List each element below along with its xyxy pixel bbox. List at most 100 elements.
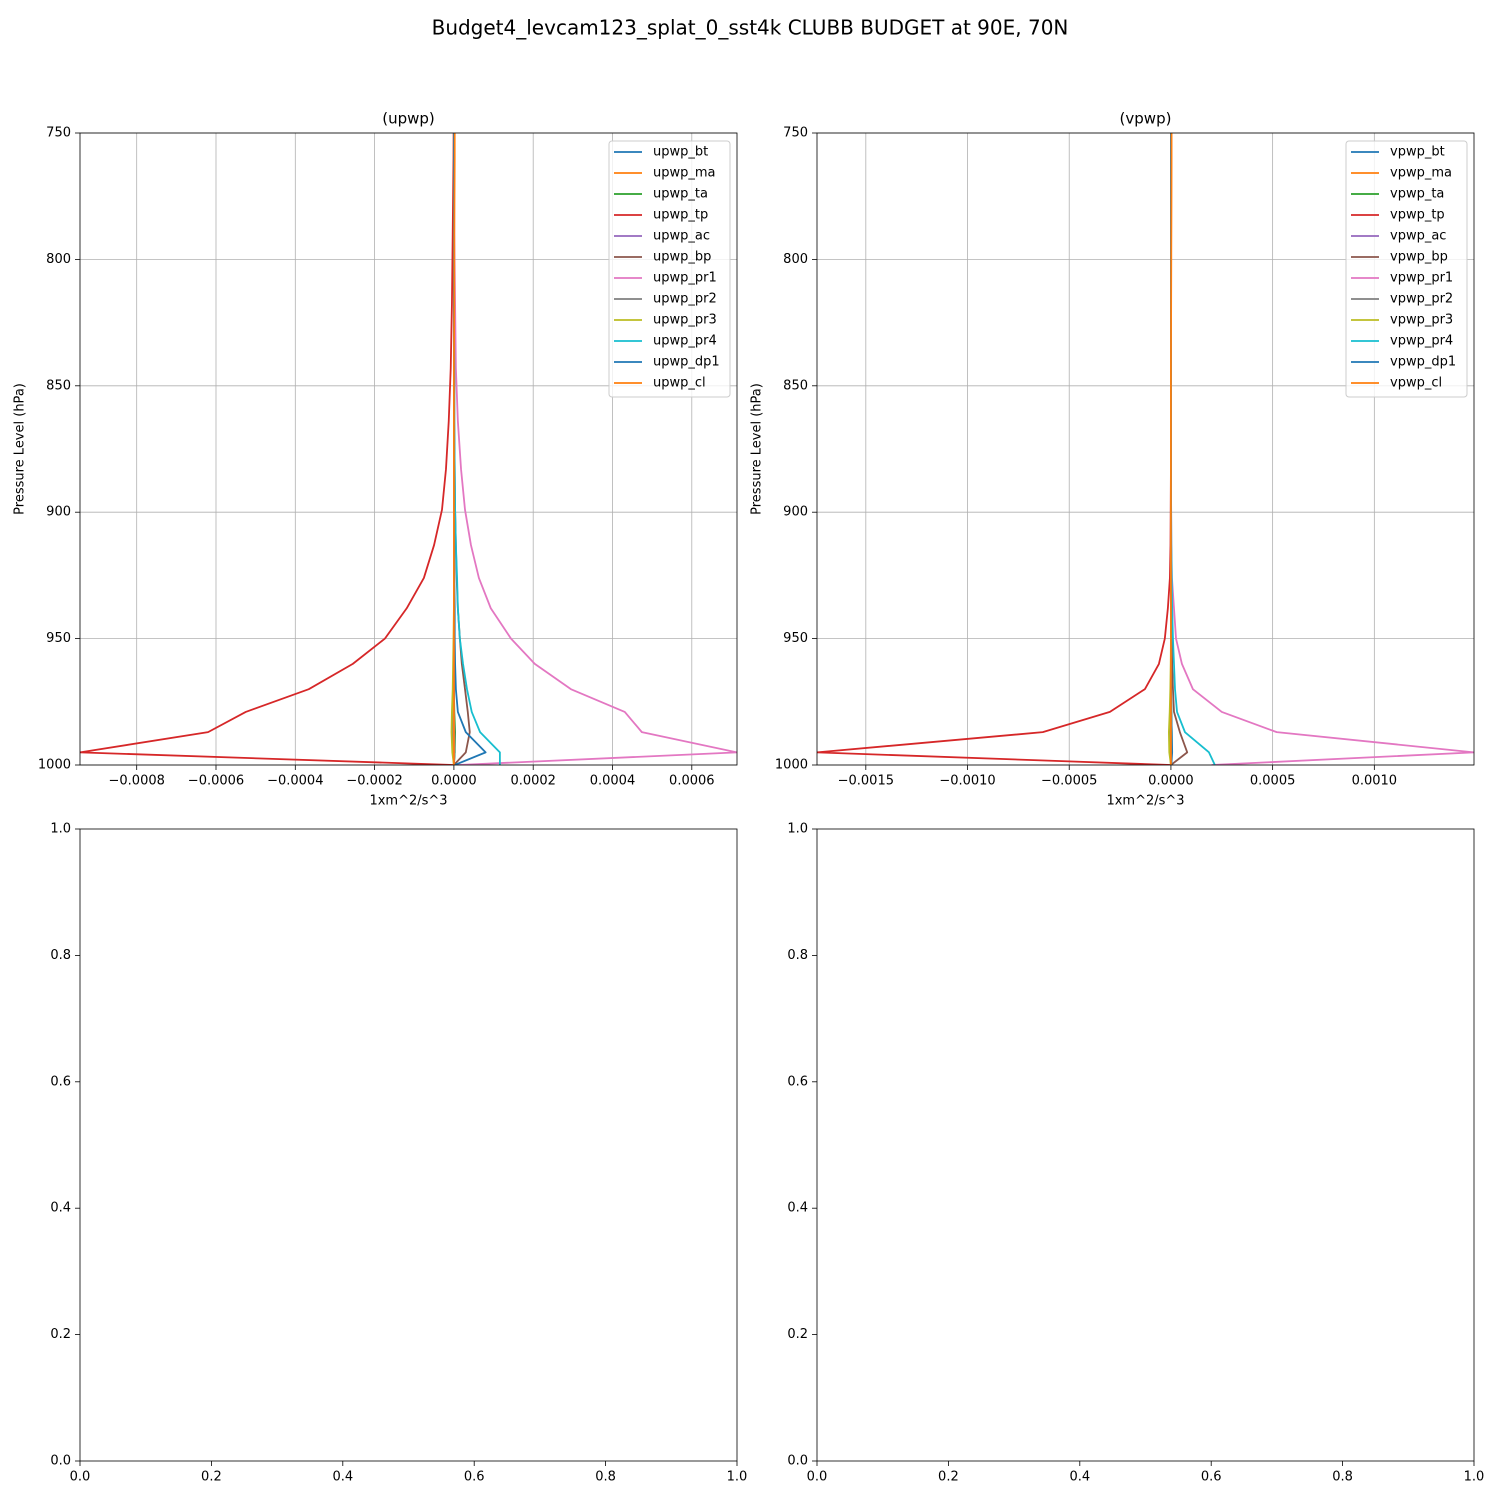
x-tick-label: 0.0004 [590, 774, 636, 789]
x-tick-label: −0.0002 [346, 774, 402, 789]
y-tick-label: 900 [783, 505, 808, 520]
legend-label: upwp_tp [653, 208, 708, 223]
legend-label: upwp_cl [653, 376, 706, 391]
legend-label: vpwp_pr1 [1390, 271, 1453, 286]
legend-label: upwp_ma [653, 166, 716, 181]
series-group [80, 133, 737, 765]
legend-label: upwp_pr1 [653, 271, 717, 286]
y-tick-label: 1.0 [787, 822, 808, 837]
y-tick-label: 950 [783, 631, 808, 646]
legend-label: upwp_pr3 [653, 313, 717, 328]
y-axis-label: Pressure Level (hPa) [750, 383, 765, 515]
y-tick-label: 1000 [775, 758, 808, 773]
x-tick-label: 0.0010 [1352, 774, 1398, 789]
series-line [453, 133, 456, 765]
x-tick-label: 0.6 [464, 1470, 485, 1485]
legend-label: vpwp_pr3 [1390, 313, 1453, 328]
legend-label: vpwp_pr2 [1390, 292, 1453, 307]
legend-label: upwp_dp1 [653, 355, 720, 370]
axes-frame [79, 828, 738, 1462]
x-tick-label: 1.0 [1464, 1470, 1485, 1485]
legend-label: vpwp_ta [1390, 187, 1444, 202]
x-tick-label: 0.4 [332, 1470, 353, 1485]
legend-label: upwp_ta [653, 187, 708, 202]
x-tick-label: 0.0000 [1148, 774, 1194, 789]
series-line [1170, 133, 1173, 765]
subplot: 0.0 0.2 0.4 0.6 0.8 1.0 0.0 0.2 0.4 0.6 0.8 1.0 [50, 822, 747, 1485]
x-tick-label: −0.0008 [109, 774, 165, 789]
y-tick-label: 0.8 [787, 948, 808, 963]
legend-label: vpwp_tp [1390, 208, 1445, 223]
series-line [80, 133, 455, 765]
y-tick-label: 900 [46, 505, 71, 520]
legend-frame [1345, 140, 1468, 398]
x-tick-label: −0.0005 [1041, 774, 1097, 789]
y-tick-label: 0.4 [50, 1201, 71, 1216]
x-tick-label: 0.8 [1332, 1470, 1353, 1485]
y-tick-label: 1.0 [50, 822, 71, 837]
y-tick-label: 800 [46, 252, 71, 267]
legend-label: upwp_pr4 [653, 334, 717, 349]
axes-frame [79, 132, 738, 766]
legend-label: vpwp_cl [1390, 376, 1442, 391]
x-tick-label: −0.0015 [838, 774, 894, 789]
x-tick-label: 0.4 [1069, 1470, 1090, 1485]
legend-frame [608, 140, 731, 398]
legend-label: vpwp_bp [1390, 250, 1448, 265]
legend: vpwp_bt vpwp_ma vpwp_ta vpwp_tp vpwp_ac vpwp_… [1345, 140, 1468, 398]
axes-title: (vpwp) [1120, 110, 1172, 128]
axes-title: (upwp) [382, 110, 435, 128]
x-tick-label: 1.0 [727, 1470, 748, 1485]
y-tick-label: 0.0 [787, 1454, 808, 1469]
x-tick-label: 0.6 [1201, 1470, 1222, 1485]
axes-frame [816, 132, 1475, 766]
axes-frame [816, 828, 1475, 1462]
legend-label: vpwp_bt [1390, 145, 1445, 160]
subplot: −0.0015 −0.0010 −0.0005 0.0000 0.0005 0.0010 7… [750, 110, 1475, 809]
legend-label: vpwp_ma [1390, 166, 1452, 181]
plot-area [80, 829, 737, 1461]
y-axis-label: Pressure Level (hPa) [13, 383, 28, 515]
series-group [817, 133, 1474, 765]
x-tick-label: 0.8 [595, 1470, 616, 1485]
legend-label: upwp_pr2 [653, 292, 717, 307]
y-tick-label: 750 [783, 126, 808, 141]
y-tick-label: 0.4 [787, 1201, 808, 1216]
legend-label: vpwp_ac [1390, 229, 1446, 244]
x-tick-label: 0.2 [201, 1470, 222, 1485]
y-tick-label: 0.6 [50, 1074, 71, 1089]
legend-label: upwp_bt [653, 145, 708, 160]
y-tick-label: 0.8 [50, 948, 71, 963]
x-axis-label: 1xm^2/s^3 [1106, 794, 1184, 809]
legend-label: upwp_ac [653, 229, 710, 244]
subplot: −0.0008 −0.0006 −0.0004 −0.0002 0.0000 0.0002… [13, 110, 738, 809]
y-tick-label: 750 [46, 126, 71, 141]
legend-label: vpwp_pr4 [1390, 334, 1453, 349]
x-tick-label: 0.0000 [431, 774, 477, 789]
legend-label: vpwp_dp1 [1390, 355, 1456, 370]
x-tick-label: 0.0002 [510, 774, 556, 789]
x-tick-label: 0.0006 [669, 774, 715, 789]
x-tick-label: −0.0006 [188, 774, 244, 789]
y-tick-label: 850 [783, 378, 808, 393]
y-tick-label: 850 [46, 378, 71, 393]
legend: upwp_bt upwp_ma upwp_ta upwp_tp upwp_ac upwp_… [608, 140, 731, 398]
y-tick-label: 0.2 [50, 1327, 71, 1342]
legend-label: upwp_bp [653, 250, 711, 265]
y-tick-label: 0.6 [787, 1074, 808, 1089]
plot-area [817, 829, 1474, 1461]
x-axis-label: 1xm^2/s^3 [369, 794, 447, 809]
x-tick-label: 0.0005 [1250, 774, 1296, 789]
y-tick-label: 950 [46, 631, 71, 646]
figure-title: Budget4_levcam123_splat_0_sst4k CLUBB BU… [432, 16, 1069, 40]
y-tick-label: 0.0 [50, 1454, 71, 1469]
y-tick-label: 1000 [38, 758, 71, 773]
x-tick-label: 0.0 [70, 1470, 91, 1485]
subplot: 0.0 0.2 0.4 0.6 0.8 1.0 0.0 0.2 0.4 0.6 0.8 1.0 [787, 822, 1484, 1485]
x-tick-label: 0.0 [807, 1470, 828, 1485]
x-tick-label: 0.2 [938, 1470, 959, 1485]
x-tick-label: −0.0010 [939, 774, 995, 789]
y-tick-label: 800 [783, 252, 808, 267]
